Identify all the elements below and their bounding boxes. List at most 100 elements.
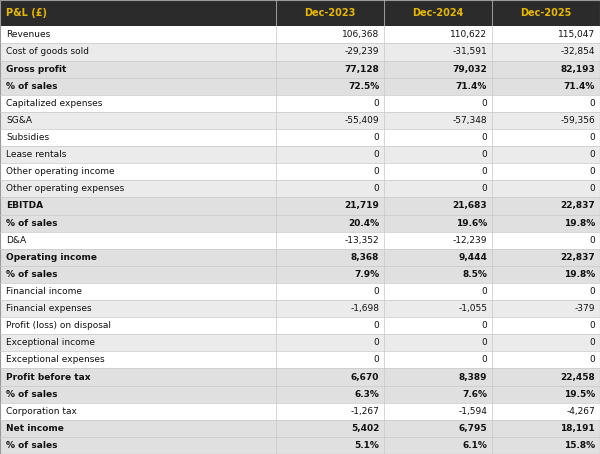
Bar [0,369,600,385]
Bar [0,232,600,249]
Text: -31,591: -31,591 [452,48,487,56]
Bar [0,112,600,129]
Text: 6,670: 6,670 [351,373,379,381]
Text: 0: 0 [589,133,595,142]
Text: 0: 0 [481,99,487,108]
Text: 21,719: 21,719 [344,202,379,211]
Bar [0,180,600,197]
Text: Cost of goods sold: Cost of goods sold [6,48,89,56]
Text: 71.4%: 71.4% [564,82,595,91]
Text: -1,698: -1,698 [350,304,379,313]
Text: -32,854: -32,854 [561,48,595,56]
Text: 0: 0 [481,287,487,296]
Text: -57,348: -57,348 [452,116,487,125]
Text: -12,239: -12,239 [453,236,487,245]
Text: 22,837: 22,837 [560,202,595,211]
Bar [0,300,600,317]
Text: 19.8%: 19.8% [564,270,595,279]
Text: 0: 0 [589,287,595,296]
Text: Revenues: Revenues [6,30,50,39]
Text: 19.8%: 19.8% [564,218,595,227]
Text: 0: 0 [481,184,487,193]
Text: -379: -379 [575,304,595,313]
Text: 5,402: 5,402 [351,424,379,433]
Text: 0: 0 [589,184,595,193]
Bar [0,163,600,180]
Bar [0,26,600,44]
Text: -29,239: -29,239 [344,48,379,56]
Text: % of sales: % of sales [6,270,58,279]
Text: 5.1%: 5.1% [355,441,379,450]
Text: 77,128: 77,128 [344,64,379,74]
Bar [0,129,600,146]
Text: 7.9%: 7.9% [354,270,379,279]
Bar [0,403,600,420]
Text: 79,032: 79,032 [452,64,487,74]
Text: 6,795: 6,795 [458,424,487,433]
Text: 20.4%: 20.4% [348,218,379,227]
Bar [0,249,600,266]
Bar [0,437,600,454]
Text: 82,193: 82,193 [560,64,595,74]
Bar [0,420,600,437]
Text: 19.6%: 19.6% [456,218,487,227]
Text: Dec-2024: Dec-2024 [412,8,464,18]
Text: 8.5%: 8.5% [463,270,487,279]
Bar [0,78,600,95]
Text: Exceptional expenses: Exceptional expenses [6,355,104,365]
Text: 72.5%: 72.5% [348,82,379,91]
Text: 15.8%: 15.8% [564,441,595,450]
Text: 0: 0 [373,167,379,176]
Text: 110,622: 110,622 [450,30,487,39]
Text: 8,389: 8,389 [459,373,487,381]
Text: 0: 0 [373,133,379,142]
Text: 0: 0 [373,355,379,365]
Text: 21,683: 21,683 [452,202,487,211]
Text: SG&A: SG&A [6,116,32,125]
Bar [0,385,600,403]
Text: 22,458: 22,458 [560,373,595,381]
Text: -13,352: -13,352 [344,236,379,245]
Text: % of sales: % of sales [6,390,58,399]
Text: EBITDA: EBITDA [6,202,43,211]
Text: 0: 0 [373,99,379,108]
Text: P&L (£): P&L (£) [6,8,47,18]
Text: Capitalized expenses: Capitalized expenses [6,99,103,108]
Text: 0: 0 [589,167,595,176]
Bar [0,334,600,351]
Bar [0,266,600,283]
Text: Other operating income: Other operating income [6,167,115,176]
Bar [0,0,600,26]
Text: % of sales: % of sales [6,441,58,450]
Text: Gross profit: Gross profit [6,64,67,74]
Text: 0: 0 [481,321,487,330]
Text: 0: 0 [373,287,379,296]
Text: 22,837: 22,837 [560,253,595,262]
Text: 9,444: 9,444 [458,253,487,262]
Text: 0: 0 [373,338,379,347]
Text: 0: 0 [481,338,487,347]
Text: Other operating expenses: Other operating expenses [6,184,124,193]
Text: 0: 0 [589,355,595,365]
Text: Subsidies: Subsidies [6,133,49,142]
Text: 71.4%: 71.4% [456,82,487,91]
Text: Exceptional income: Exceptional income [6,338,95,347]
Text: 0: 0 [373,150,379,159]
Text: 106,368: 106,368 [342,30,379,39]
Text: D&A: D&A [6,236,26,245]
Text: 0: 0 [481,150,487,159]
Bar [0,283,600,300]
Text: 18,191: 18,191 [560,424,595,433]
Bar [0,60,600,78]
Bar [0,214,600,232]
Text: 0: 0 [481,355,487,365]
Text: 0: 0 [589,321,595,330]
Text: 0: 0 [589,236,595,245]
Text: Lease rentals: Lease rentals [6,150,67,159]
Text: Operating income: Operating income [6,253,97,262]
Text: Financial expenses: Financial expenses [6,304,92,313]
Text: 0: 0 [373,321,379,330]
Text: 0: 0 [373,184,379,193]
Text: 115,047: 115,047 [558,30,595,39]
Text: Profit (loss) on disposal: Profit (loss) on disposal [6,321,111,330]
